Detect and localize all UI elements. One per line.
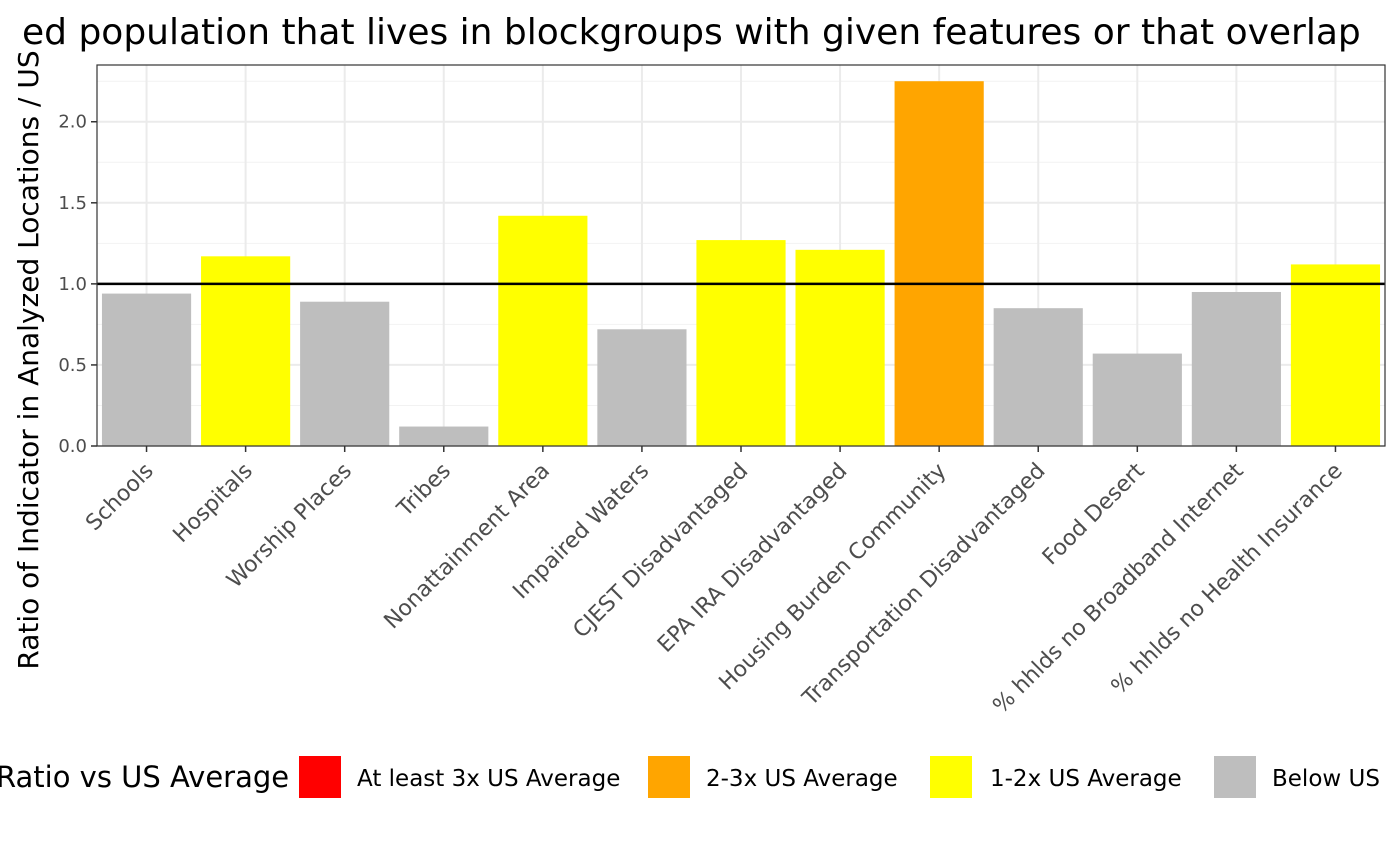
bar [1290,264,1381,446]
x-tick-label: Food Desert [1038,458,1150,570]
legend-label-3x: At least 3x US Average [357,766,620,792]
x-tick-label: Tribes [392,459,456,523]
y-tick-label: 0.0 [58,436,87,457]
bar [696,240,786,446]
legend-label-2-3x: 2-3x US Average [706,766,898,792]
bar [597,329,687,446]
bar [201,256,291,446]
legend-title: Ratio vs US Average [0,760,289,794]
legend-key-2-3x [648,756,690,798]
x-tick-label: Hospitals [169,459,258,548]
chart-title: ed population that lives in blockgroups … [22,12,1361,53]
x-tick-label: EPA IRA Disadvantaged [653,459,852,658]
bar [795,249,885,446]
bar [399,426,489,446]
legend-key-3x [299,756,341,798]
bar [1191,291,1281,446]
x-tick-label: Nonattainment Area [380,459,556,635]
bar [1092,353,1182,446]
y-tick-label: 2.0 [58,112,87,133]
legend-label-1-2x: 1-2x US Average [990,766,1182,792]
bar [101,293,192,446]
bar [993,308,1083,446]
y-tick-label: 0.5 [58,355,87,376]
bar [300,301,390,446]
x-tick-label: Schools [81,459,158,536]
legend-key-below [1214,756,1256,798]
bar [498,215,588,446]
bar [894,81,984,446]
y-tick-label: 1.0 [58,274,87,295]
legend-key-1-2x [930,756,972,798]
legend-label-below: Below US [1272,766,1380,792]
y-axis-label: Ratio of Indicator in Analyzed Locations… [12,50,45,669]
y-tick-label: 1.5 [58,193,87,214]
legend: Ratio vs US Average At least 3x US Avera… [0,756,1380,798]
x-tick-label: CJEST Disadvantaged [569,459,754,644]
